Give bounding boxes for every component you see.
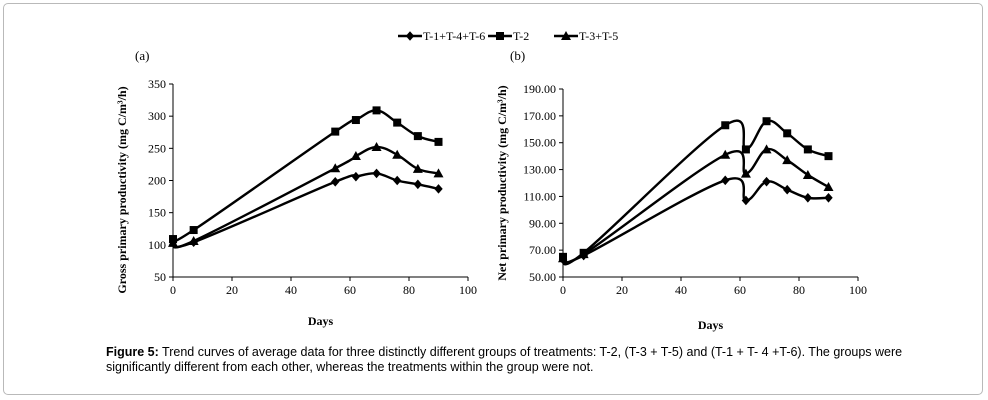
data-point-diamond	[824, 192, 833, 203]
series-t-1-t-4-t-6	[168, 168, 443, 249]
panel-label: (a)	[135, 48, 149, 63]
x-tick-label: 0	[560, 283, 566, 297]
y-tick-label: 110.00	[523, 189, 556, 203]
data-point-diamond	[413, 179, 423, 190]
data-point-square	[741, 145, 750, 154]
data-point-diamond	[762, 176, 771, 187]
legend-label: T-3+T-5	[579, 29, 618, 43]
data-point-square	[351, 116, 360, 125]
legend-label: T-2	[513, 29, 529, 43]
data-point-triangle	[802, 169, 813, 179]
data-point-triangle	[371, 142, 382, 152]
data-point-square	[331, 127, 340, 136]
figure-caption: Figure 5: Trend curves of average data f…	[106, 345, 946, 375]
data-point-diamond	[721, 175, 730, 186]
data-point-diamond	[351, 171, 361, 182]
y-tick-label: 200	[148, 174, 166, 188]
data-point-square	[189, 226, 198, 235]
y-tick-label: 70.00	[529, 243, 556, 257]
y-tick-label: 100	[148, 238, 166, 252]
y-tick-label: 90.00	[529, 216, 556, 230]
y-tick-label: 150.00	[523, 136, 556, 150]
data-point-triangle	[330, 163, 341, 173]
legend-item: T-3+T-5	[554, 29, 618, 43]
legend-marker-triangle	[561, 31, 571, 40]
y-tick-label: 50.00	[529, 270, 556, 284]
data-point-triangle	[761, 144, 772, 154]
data-point-square	[393, 118, 402, 127]
x-tick-label: 0	[170, 283, 176, 297]
x-tick-label: 40	[285, 283, 297, 297]
data-point-square	[434, 137, 443, 146]
chart-b: (b) 50.00 70.00 90.00 110.00 130.00 150.00 170.…	[495, 48, 867, 332]
panel-label: (b)	[510, 48, 525, 63]
legend-item: T-1+T-4+T-6	[398, 29, 485, 43]
x-tick-label: 100	[459, 283, 477, 297]
y-tick-label: 170.00	[523, 109, 556, 123]
series-t-3-t-5	[558, 144, 834, 265]
data-point-triangle	[578, 249, 589, 259]
caption-text: Trend curves of average data for three d…	[106, 345, 903, 374]
x-tick-label: 20	[226, 283, 238, 297]
y-tick-label: 350	[148, 77, 166, 91]
legend-label: T-1+T-4+T-6	[423, 29, 485, 43]
legend: T-1+T-4+T-6 T-2 T-3+T-5	[398, 29, 618, 43]
y-tick-label: 130.00	[523, 163, 556, 177]
data-point-diamond	[331, 176, 340, 187]
data-point-diamond	[803, 192, 813, 203]
data-point-triangle	[558, 253, 568, 263]
data-point-diamond	[393, 175, 402, 186]
data-point-triangle	[412, 163, 423, 173]
y-tick-label: 150	[148, 206, 166, 220]
data-point-diamond	[372, 168, 381, 179]
data-point-triangle	[188, 235, 199, 245]
chart-a: (a) 50 100 150 200 250 300 350 0 20 40 60 80 100 Days G…	[115, 48, 477, 328]
y-tick-label: 300	[148, 109, 166, 123]
x-tick-label: 40	[675, 283, 687, 297]
series-line	[172, 172, 439, 249]
series-line	[172, 145, 439, 249]
data-point-square	[721, 121, 730, 130]
x-tick-label: 80	[403, 283, 415, 297]
legend-marker-square	[496, 32, 504, 40]
data-point-square	[372, 106, 381, 115]
data-point-square	[824, 152, 833, 161]
x-tick-label: 20	[616, 283, 628, 297]
x-axis-label: Days	[308, 314, 334, 328]
data-point-diamond	[783, 184, 792, 195]
data-point-triangle	[350, 151, 361, 161]
caption-label: Figure 5:	[106, 345, 159, 359]
data-point-triangle	[740, 168, 751, 178]
y-axis-label: Net primary productivity (mg C/m³/h)	[495, 85, 509, 280]
data-point-square	[783, 129, 792, 138]
y-axis-label: Gross primary productivity (mg C/m³/h)	[115, 86, 129, 293]
data-point-diamond	[434, 184, 443, 194]
legend-item: T-2	[488, 29, 529, 43]
x-tick-label: 80	[793, 283, 805, 297]
x-tick-label: 60	[344, 283, 356, 297]
data-point-triangle	[168, 237, 178, 247]
y-tick-label: 50	[154, 270, 166, 284]
legend-marker-diamond	[405, 31, 415, 41]
x-tick-label: 100	[849, 283, 867, 297]
data-point-triangle	[392, 149, 403, 159]
data-point-triangle	[823, 182, 834, 192]
data-point-square	[803, 145, 812, 154]
series-t-2	[169, 106, 443, 244]
data-point-square	[413, 132, 422, 141]
data-point-triangle	[433, 168, 444, 178]
series-t-1-t-4-t-6	[558, 175, 833, 265]
y-tick-label: 250	[148, 141, 166, 155]
data-point-triangle	[782, 155, 793, 165]
series-line	[172, 109, 439, 243]
data-point-diamond	[741, 195, 751, 206]
series-t-3-t-5	[168, 142, 444, 249]
x-tick-label: 60	[734, 283, 746, 297]
y-tick-label: 190.00	[523, 82, 556, 96]
x-axis-label: Days	[698, 318, 724, 332]
data-point-triangle	[720, 149, 731, 159]
data-point-square	[762, 117, 771, 126]
